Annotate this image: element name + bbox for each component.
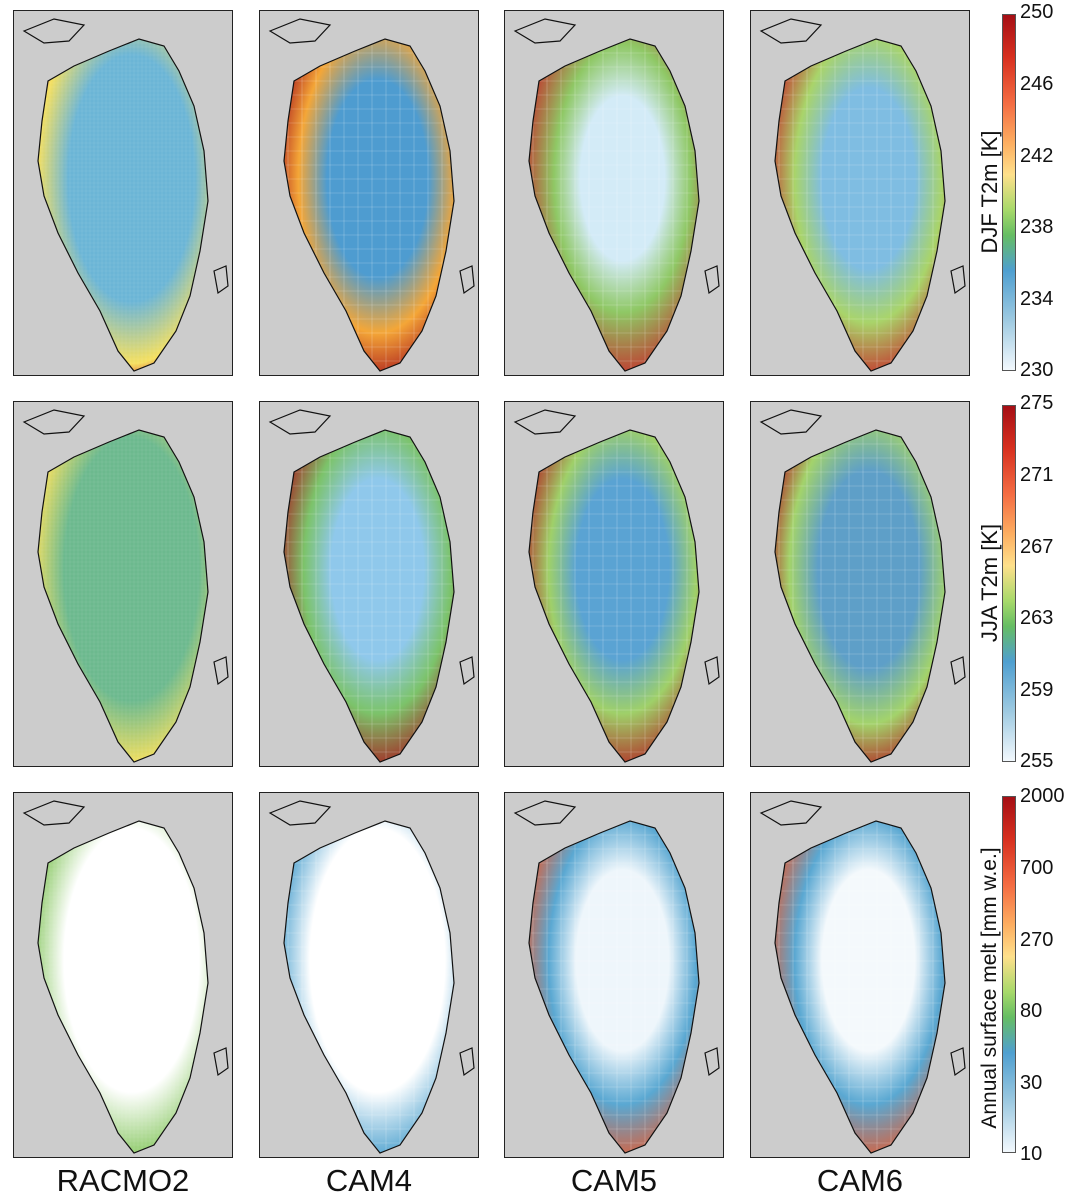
coastline xyxy=(513,18,720,372)
ice-sheet-field xyxy=(284,39,454,371)
cbar-tick: 230 xyxy=(1020,359,1054,381)
colorbar-title-djf: DJF T2m [K] xyxy=(977,130,1002,254)
coastline xyxy=(268,18,475,372)
coastline xyxy=(513,800,720,1154)
ice-sheet-field xyxy=(775,39,945,371)
colorbar-melt xyxy=(1002,796,1016,1153)
coastline xyxy=(268,409,475,763)
map-jja-cam4 xyxy=(259,401,479,767)
coastline xyxy=(759,409,966,763)
ice-sheet-field xyxy=(529,430,699,762)
cbar-tick: 234 xyxy=(1020,288,1054,310)
column-label-cam5: CAM5 xyxy=(570,1163,658,1198)
ice-sheet-field xyxy=(775,821,945,1153)
cbar-tick: 242 xyxy=(1020,145,1054,167)
cbar-tick: 255 xyxy=(1020,750,1054,772)
map-melt-cam6 xyxy=(750,792,970,1158)
cbar-tick: 267 xyxy=(1020,536,1054,558)
ice-sheet-field xyxy=(38,430,208,762)
coastline xyxy=(22,18,229,372)
ice-sheet-field xyxy=(529,39,699,371)
coastline xyxy=(759,18,966,372)
cbar-tick: 2000 xyxy=(1020,785,1065,807)
ice-sheet-field xyxy=(38,821,208,1153)
column-label-cam4: CAM4 xyxy=(325,1163,413,1198)
cbar-tick: 30 xyxy=(1020,1072,1043,1094)
column-label-cam6: CAM6 xyxy=(816,1163,904,1198)
grid-cells xyxy=(284,821,454,1153)
map-jja-cam6 xyxy=(750,401,970,767)
coastline xyxy=(268,800,475,1154)
map-djf-cam6 xyxy=(750,10,970,376)
colorbar-title-melt: Annual surface melt [mm w.e.] xyxy=(978,847,1001,1129)
map-djf-cam5 xyxy=(504,10,724,376)
column-label-racmo2: RACMO2 xyxy=(56,1163,190,1198)
colorbar-djf xyxy=(1002,14,1016,371)
map-djf-cam4 xyxy=(259,10,479,376)
cbar-tick: 259 xyxy=(1020,679,1054,701)
coastline xyxy=(22,800,229,1154)
map-djf-racmo2 xyxy=(13,10,233,376)
ice-sheet-field xyxy=(38,39,208,371)
cbar-tick: 275 xyxy=(1020,392,1054,414)
colorbar-title-jja: JJA T2m [K] xyxy=(977,523,1002,643)
map-jja-racmo2 xyxy=(13,401,233,767)
cbar-tick: 271 xyxy=(1020,464,1054,486)
cbar-tick: 10 xyxy=(1020,1143,1043,1165)
cbar-tick: 238 xyxy=(1020,216,1054,238)
ice-sheet-field xyxy=(529,821,699,1153)
coastline xyxy=(759,800,966,1154)
cbar-tick: 80 xyxy=(1020,1000,1043,1022)
colorbar-jja xyxy=(1002,405,1016,762)
map-melt-racmo2 xyxy=(13,792,233,1158)
cbar-tick: 250 xyxy=(1020,1,1054,23)
cbar-tick: 263 xyxy=(1020,607,1054,629)
cbar-tick: 246 xyxy=(1020,73,1054,95)
ice-sheet-field xyxy=(284,821,454,1153)
map-jja-cam5 xyxy=(504,401,724,767)
cbar-tick: 270 xyxy=(1020,929,1054,951)
ice-sheet-field xyxy=(775,430,945,762)
coastline xyxy=(513,409,720,763)
ice-sheet-field xyxy=(284,430,454,762)
map-melt-cam4 xyxy=(259,792,479,1158)
cbar-tick: 700 xyxy=(1020,857,1054,879)
map-melt-cam5 xyxy=(504,792,724,1158)
coastline xyxy=(22,409,229,763)
